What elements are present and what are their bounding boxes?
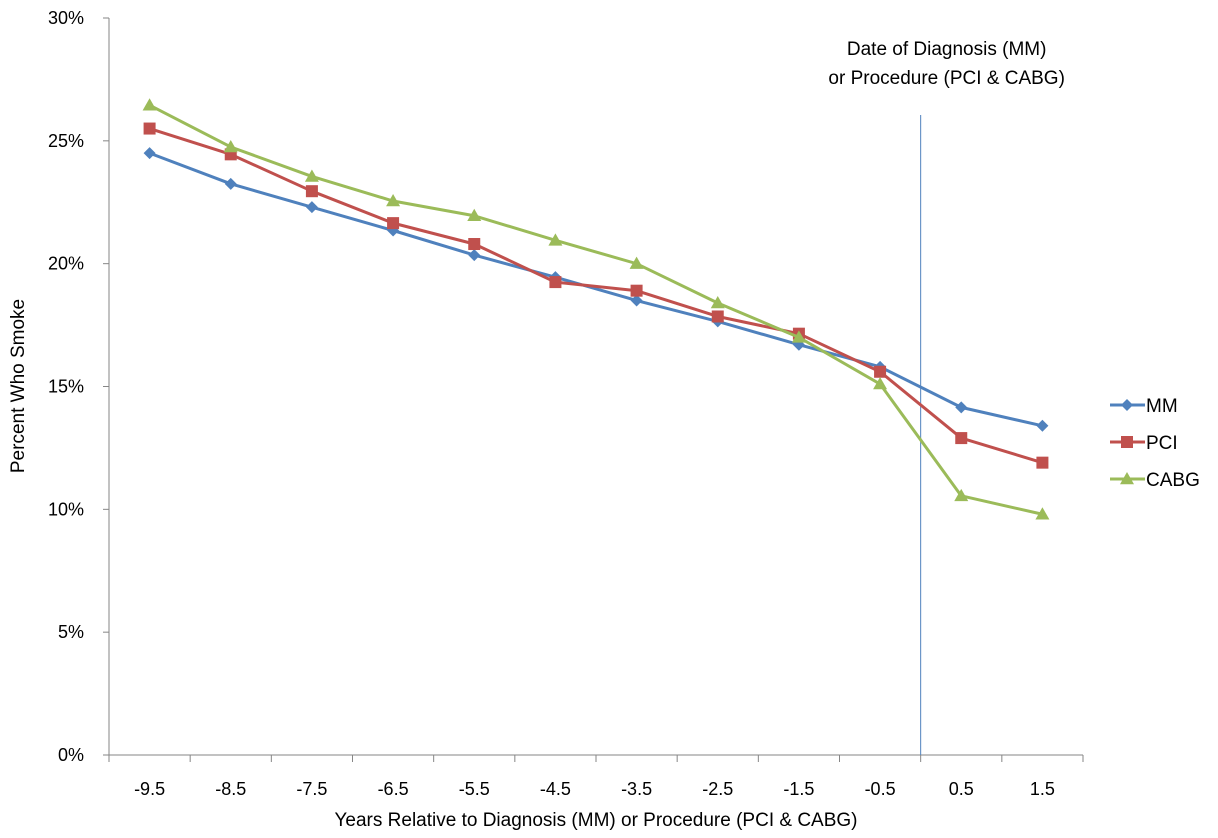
x-tick-label: -3.5 <box>621 779 652 799</box>
x-tick-label: -4.5 <box>540 779 571 799</box>
data-point-square <box>549 276 562 289</box>
data-point-square <box>1036 456 1049 469</box>
data-point-square <box>305 185 318 198</box>
x-tick-label: -2.5 <box>702 779 733 799</box>
series-line <box>148 103 1043 516</box>
data-point-diamond <box>468 249 481 262</box>
legend-item-cabg: CABG <box>1110 470 1200 491</box>
reference-line-group: Date of Diagnosis (MM) or Procedure (PCI … <box>828 39 1065 755</box>
reference-line-label: Date of Diagnosis (MM) <box>847 39 1047 60</box>
legend-item-pci: PCI <box>1110 433 1178 454</box>
series-pci <box>143 122 1049 469</box>
legend-label: CABG <box>1146 470 1200 491</box>
data-point-triangle <box>1120 472 1134 485</box>
data-point-triangle <box>1035 507 1050 520</box>
data-point-triangle <box>710 295 725 309</box>
y-tick-label: 0% <box>58 745 84 765</box>
y-tick-label: 20% <box>48 254 84 274</box>
data-point-diamond <box>224 177 237 190</box>
data-point-diamond <box>1036 419 1049 432</box>
data-point-diamond <box>143 147 156 160</box>
y-tick-label: 25% <box>48 131 84 151</box>
legend-label: MM <box>1146 396 1178 417</box>
series-line <box>149 127 1043 465</box>
data-point-triangle <box>467 208 482 222</box>
data-point-square <box>387 217 400 230</box>
data-point-square <box>630 284 643 297</box>
x-tick-label: -6.5 <box>378 779 409 799</box>
data-point-diamond <box>305 201 318 214</box>
data-point-diamond <box>630 294 643 307</box>
y-axis-ticks: 0% 5% 10% 15% 20% 25% 30% <box>48 8 109 765</box>
x-tick-label: 1.5 <box>1030 779 1055 799</box>
legend-item-mm: MM <box>1110 396 1178 417</box>
data-point-triangle <box>304 169 319 182</box>
y-tick-label: 10% <box>48 499 84 519</box>
x-tick-label: -8.5 <box>215 779 246 799</box>
data-point-triangle <box>142 98 157 111</box>
series-group <box>142 98 1050 520</box>
data-point-diamond <box>1121 399 1133 411</box>
data-point-square <box>874 365 887 378</box>
data-point-square <box>143 122 156 135</box>
x-tick-label: -1.5 <box>783 779 814 799</box>
y-axis-title: Percent Who Smoke <box>8 299 29 473</box>
data-point-square <box>468 238 481 251</box>
x-tick-label: -9.5 <box>134 779 165 799</box>
data-point-square <box>711 310 724 323</box>
y-tick-label: 30% <box>48 8 84 28</box>
data-point-triangle <box>629 256 644 269</box>
reference-line-label: or Procedure (PCI & CABG) <box>828 68 1065 89</box>
legend-label: PCI <box>1146 433 1178 454</box>
data-point-triangle <box>791 330 806 343</box>
data-point-square <box>1121 436 1133 448</box>
data-point-diamond <box>955 401 968 414</box>
x-axis-ticks: -9.5 -8.5 -7.5 -6.5 -5.5 -4.5 -3.5 -2.5 -1.5 -0.5… <box>108 755 1084 799</box>
data-point-triangle <box>223 139 238 153</box>
data-point-triangle <box>548 233 563 246</box>
y-tick-label: 15% <box>48 377 84 397</box>
series-cabg <box>142 98 1050 520</box>
data-point-triangle <box>954 488 969 502</box>
x-tick-label: 0.5 <box>949 779 974 799</box>
series-mm <box>143 147 1049 432</box>
x-axis-title: Years Relative to Diagnosis (MM) or Proc… <box>334 810 857 831</box>
data-point-triangle <box>873 377 888 390</box>
x-tick-label: -0.5 <box>865 779 896 799</box>
data-point-square <box>955 432 968 445</box>
data-point-triangle <box>386 194 401 207</box>
x-tick-label: -7.5 <box>296 779 327 799</box>
legend: MM PCI CABG <box>1110 396 1200 491</box>
x-tick-label: -5.5 <box>459 779 490 799</box>
y-tick-label: 5% <box>58 622 84 642</box>
series-line <box>149 151 1043 428</box>
